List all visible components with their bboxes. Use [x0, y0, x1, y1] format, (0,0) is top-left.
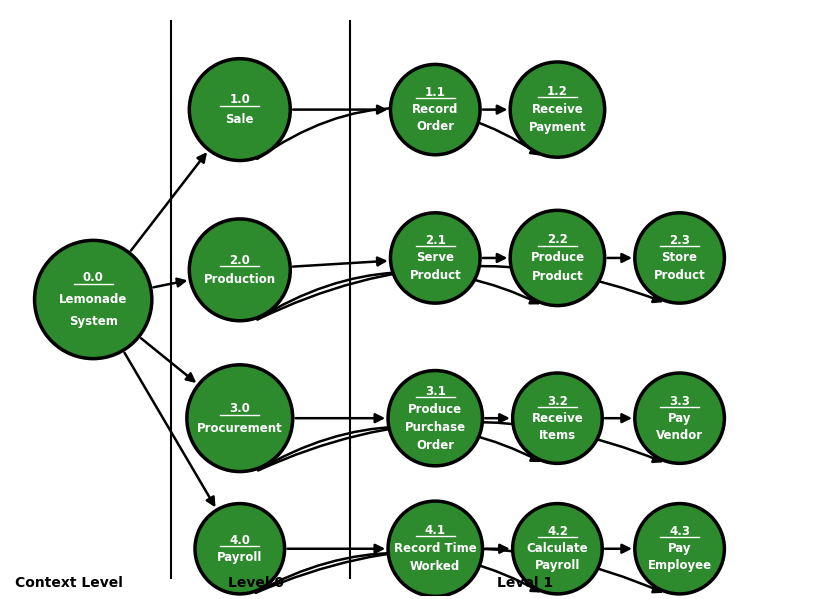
- Text: 3.2: 3.2: [546, 395, 567, 407]
- Text: Pay: Pay: [667, 542, 691, 555]
- Text: Receive: Receive: [531, 103, 583, 116]
- Text: 2.2: 2.2: [546, 234, 567, 246]
- Text: Context Level: Context Level: [15, 576, 123, 590]
- Text: System: System: [69, 316, 118, 328]
- Ellipse shape: [509, 210, 604, 305]
- Text: 2.3: 2.3: [668, 234, 689, 247]
- Ellipse shape: [189, 59, 290, 161]
- Text: Production: Production: [204, 273, 276, 286]
- Text: Produce: Produce: [407, 403, 462, 416]
- Text: Payment: Payment: [528, 121, 585, 134]
- Ellipse shape: [509, 62, 604, 157]
- Ellipse shape: [512, 373, 601, 464]
- Text: 4.1: 4.1: [424, 524, 445, 537]
- Text: Sale: Sale: [225, 113, 253, 126]
- Text: Level 1: Level 1: [496, 576, 552, 590]
- Ellipse shape: [388, 501, 482, 597]
- Text: Pay: Pay: [667, 412, 691, 425]
- Ellipse shape: [634, 373, 724, 464]
- Text: Payroll: Payroll: [217, 551, 262, 564]
- Ellipse shape: [195, 504, 284, 594]
- Text: Receive: Receive: [531, 412, 583, 425]
- Ellipse shape: [390, 213, 479, 303]
- Ellipse shape: [634, 213, 724, 303]
- Text: Product: Product: [653, 268, 705, 282]
- Text: Level 0: Level 0: [228, 576, 284, 590]
- Text: Lemonade: Lemonade: [59, 293, 128, 306]
- Ellipse shape: [634, 504, 724, 594]
- Text: Record Time: Record Time: [393, 542, 476, 555]
- Ellipse shape: [390, 65, 479, 155]
- Text: 2.1: 2.1: [424, 234, 445, 247]
- Text: Employee: Employee: [647, 559, 710, 573]
- Text: Product: Product: [409, 268, 460, 282]
- Text: Product: Product: [531, 270, 583, 283]
- Text: Payroll: Payroll: [534, 559, 580, 573]
- Text: 3.3: 3.3: [668, 395, 689, 407]
- Text: Order: Order: [416, 439, 454, 452]
- Text: Record: Record: [412, 103, 458, 116]
- Text: 3.0: 3.0: [229, 401, 250, 415]
- Ellipse shape: [512, 504, 601, 594]
- Text: 2.0: 2.0: [229, 253, 250, 267]
- Ellipse shape: [388, 371, 482, 466]
- Text: Purchase: Purchase: [404, 420, 465, 434]
- Text: 0.0: 0.0: [83, 271, 104, 283]
- Text: Store: Store: [661, 252, 697, 265]
- Text: 3.1: 3.1: [424, 385, 445, 398]
- Text: Calculate: Calculate: [526, 542, 588, 555]
- Text: 4.2: 4.2: [546, 525, 567, 538]
- Text: Items: Items: [538, 429, 575, 442]
- Ellipse shape: [189, 219, 290, 320]
- Text: Vendor: Vendor: [655, 429, 702, 442]
- Text: 4.3: 4.3: [668, 525, 689, 538]
- Ellipse shape: [35, 240, 152, 359]
- Text: Order: Order: [416, 120, 454, 133]
- Text: Serve: Serve: [416, 252, 454, 265]
- Text: 1.0: 1.0: [229, 93, 250, 107]
- Text: Procurement: Procurement: [197, 422, 282, 435]
- Ellipse shape: [186, 365, 292, 471]
- Text: 1.2: 1.2: [546, 85, 567, 98]
- Text: 1.1: 1.1: [424, 86, 445, 99]
- Text: Produce: Produce: [530, 252, 584, 265]
- Text: Worked: Worked: [410, 560, 460, 573]
- Text: 4.0: 4.0: [229, 534, 250, 547]
